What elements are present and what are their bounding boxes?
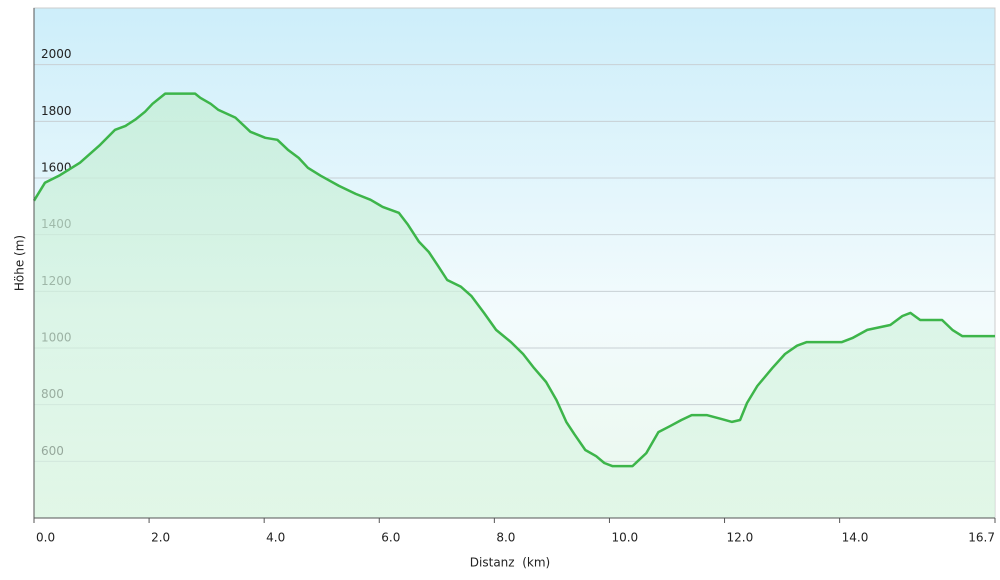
- y-tick-label: 2000: [41, 47, 72, 61]
- x-tick-label: 8.0: [496, 531, 515, 545]
- x-tick-label: 2.0: [151, 531, 170, 545]
- x-tick-label: 10.0: [611, 531, 638, 545]
- x-tick-label: 16.7: [968, 531, 995, 545]
- y-tick-label: 1800: [41, 104, 72, 118]
- y-axis-title: Höhe (m): [13, 235, 27, 291]
- area-fill: [34, 93, 995, 518]
- x-tick-label: 0.0: [36, 531, 55, 545]
- x-tick-label: 4.0: [266, 531, 285, 545]
- x-axis-title: Distanz (km): [470, 556, 550, 570]
- x-tick-label: 6.0: [381, 531, 400, 545]
- x-tick-label: 14.0: [842, 531, 869, 545]
- y-tick-label: 1600: [41, 161, 72, 175]
- elevation-line: [32, 92, 995, 468]
- x-tick-label: 12.0: [727, 531, 754, 545]
